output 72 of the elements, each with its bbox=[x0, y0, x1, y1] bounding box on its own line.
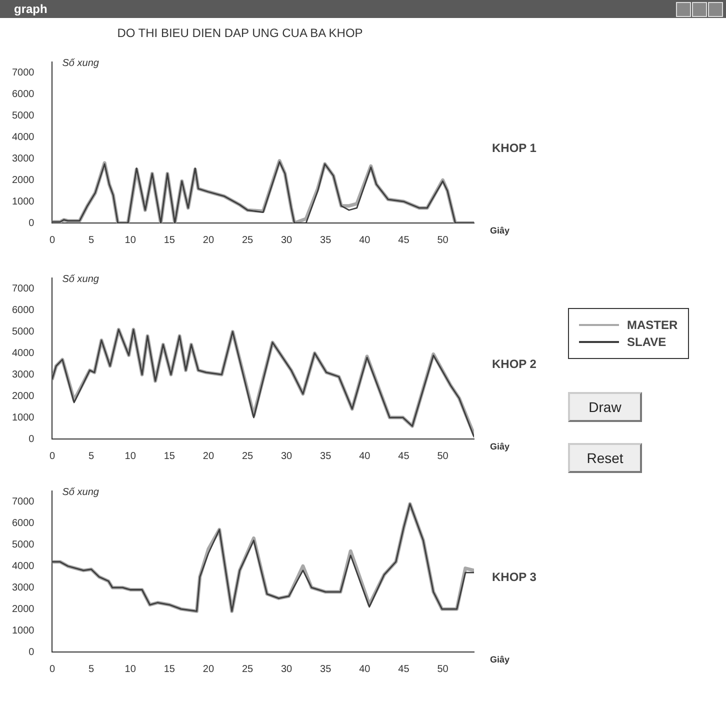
x-tick-label: 50 bbox=[437, 234, 449, 246]
x-tick-label: 35 bbox=[320, 450, 332, 462]
y-tick-label: 5000 bbox=[12, 110, 35, 122]
y-tick-label: 4000 bbox=[12, 560, 35, 572]
x-tick-label: 15 bbox=[164, 664, 176, 675]
y-tick-label: 3000 bbox=[12, 369, 35, 380]
x-tick-label: 45 bbox=[398, 664, 410, 675]
x-tick-label: 20 bbox=[202, 450, 214, 462]
text: KHOP 2 bbox=[492, 357, 536, 371]
x-tick-label: 0 bbox=[49, 664, 56, 675]
y-tick-label: 7000 bbox=[12, 496, 35, 508]
x-tick-label: 30 bbox=[280, 664, 293, 675]
x-tick-label: 20 bbox=[202, 664, 214, 675]
x-axis-title: Giây bbox=[490, 654, 510, 664]
text: Draw bbox=[568, 392, 642, 422]
y-tick-label: 3000 bbox=[12, 582, 35, 594]
y-tick-label: 0 bbox=[28, 434, 35, 445]
x-tick-label: 15 bbox=[164, 450, 176, 462]
y-tick-label: 6000 bbox=[12, 304, 35, 316]
legend-label: MASTER bbox=[627, 318, 678, 332]
y-tick-label: 4000 bbox=[12, 348, 35, 359]
x-tick-label: 25 bbox=[242, 450, 254, 462]
y-tick-label: 7000 bbox=[12, 283, 35, 294]
x-tick-label: 5 bbox=[88, 664, 95, 675]
x-tick-label: 40 bbox=[359, 450, 371, 462]
x-tick-label: 40 bbox=[359, 664, 371, 675]
x-axis-title: Giây bbox=[490, 441, 510, 452]
x-tick-label: 10 bbox=[124, 234, 136, 246]
y-tick-label: 1000 bbox=[12, 412, 35, 424]
y-tick-label: 6000 bbox=[12, 518, 35, 529]
y-axis-title: Số xung bbox=[62, 274, 100, 285]
text: KHOP 1 bbox=[492, 141, 536, 155]
x-tick-label: 35 bbox=[320, 234, 332, 246]
x-tick-label: 0 bbox=[49, 234, 56, 246]
y-tick-label: 2000 bbox=[12, 174, 35, 186]
y-tick-label: 2000 bbox=[12, 604, 35, 615]
x-tick-label: 5 bbox=[88, 234, 95, 246]
x-tick-label: 0 bbox=[49, 450, 56, 462]
text: Reset bbox=[568, 443, 642, 473]
chart-title: DO THI BIEU DIEN DAP UNG CUA BA KHOP bbox=[116, 26, 364, 40]
x-tick-label: 45 bbox=[398, 450, 410, 462]
y-tick-label: 5000 bbox=[12, 539, 35, 550]
y-tick-label: 3000 bbox=[12, 153, 35, 164]
y-tick-label: 2000 bbox=[12, 390, 35, 402]
x-tick-label: 5 bbox=[88, 450, 95, 462]
x-tick-label: 25 bbox=[242, 234, 254, 246]
text: KHOP 3 bbox=[492, 570, 536, 584]
y-tick-label: 4000 bbox=[12, 132, 35, 143]
x-tick-label: 10 bbox=[124, 664, 136, 675]
legend-label: SLAVE bbox=[627, 335, 666, 349]
x-tick-label: 10 bbox=[124, 450, 136, 462]
x-tick-label: 30 bbox=[280, 450, 293, 462]
x-tick-label: 20 bbox=[202, 234, 214, 246]
y-tick-label: 0 bbox=[28, 646, 35, 658]
y-tick-label: 1000 bbox=[12, 196, 35, 208]
x-tick-label: 50 bbox=[437, 450, 449, 462]
y-axis-title: Số xung bbox=[62, 58, 100, 69]
x-tick-label: 30 bbox=[280, 234, 293, 246]
x-tick-label: 40 bbox=[359, 234, 371, 246]
y-tick-label: 1000 bbox=[12, 625, 35, 636]
text: graph bbox=[14, 2, 48, 16]
y-axis-title: Số xung bbox=[62, 486, 100, 498]
y-tick-label: 6000 bbox=[12, 88, 35, 100]
x-tick-label: 50 bbox=[437, 664, 449, 675]
x-tick-label: 15 bbox=[164, 234, 176, 246]
x-tick-label: 45 bbox=[398, 234, 410, 246]
x-tick-label: 35 bbox=[320, 664, 332, 675]
x-axis-title: Giây bbox=[490, 225, 510, 236]
x-tick-label: 25 bbox=[242, 664, 254, 675]
y-tick-label: 0 bbox=[28, 218, 35, 229]
y-tick-label: 7000 bbox=[12, 67, 35, 78]
y-tick-label: 5000 bbox=[12, 326, 35, 338]
